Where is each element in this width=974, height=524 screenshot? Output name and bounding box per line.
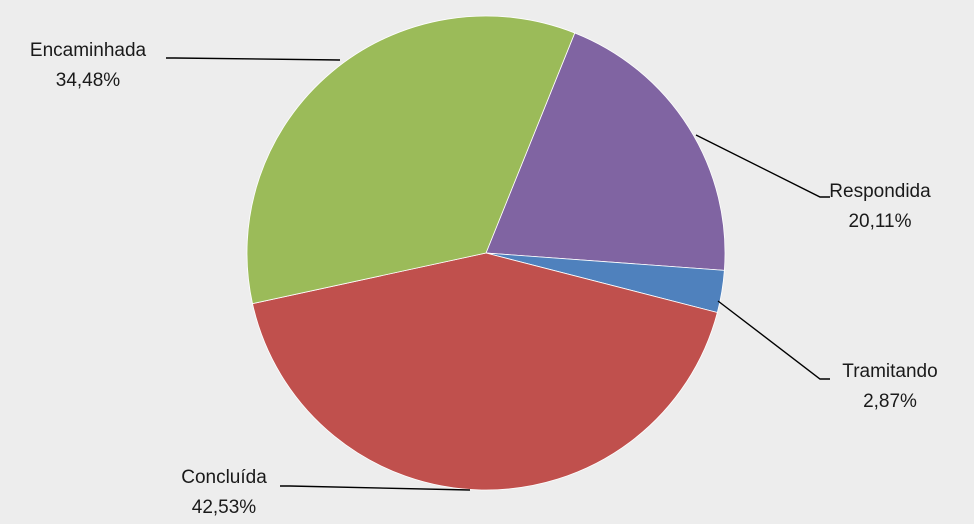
slice-label-concluida: Concluída: [181, 467, 267, 488]
pie-slice-concluida: [252, 252, 718, 491]
slice-percent-respondida: 20,11%: [848, 211, 911, 232]
slice-percent-encaminhada: 34,48%: [56, 70, 121, 91]
pie-slice-encaminhada: [246, 15, 576, 305]
labels-layer: Respondida 20,11% Tramitando 2,87% Concluída…: [30, 40, 938, 518]
slice-percent-tramitando: 2,87%: [863, 391, 917, 412]
leader-lines-layer: [166, 57, 830, 491]
leader-line-encaminhada: [166, 57, 341, 61]
pie-slice-respondida: [485, 32, 726, 271]
slice-label-tramitando: Tramitando: [842, 361, 937, 382]
leader-line-concluida: [280, 485, 471, 491]
slice-label-encaminhada: Encaminhada: [30, 40, 147, 61]
leader-line-tramitando: [717, 300, 830, 380]
slice-percent-concluida: 42,53%: [192, 497, 257, 518]
slice-label-respondida: Respondida: [829, 181, 931, 202]
slices-layer: [246, 15, 726, 491]
leader-line-respondida: [695, 134, 830, 198]
